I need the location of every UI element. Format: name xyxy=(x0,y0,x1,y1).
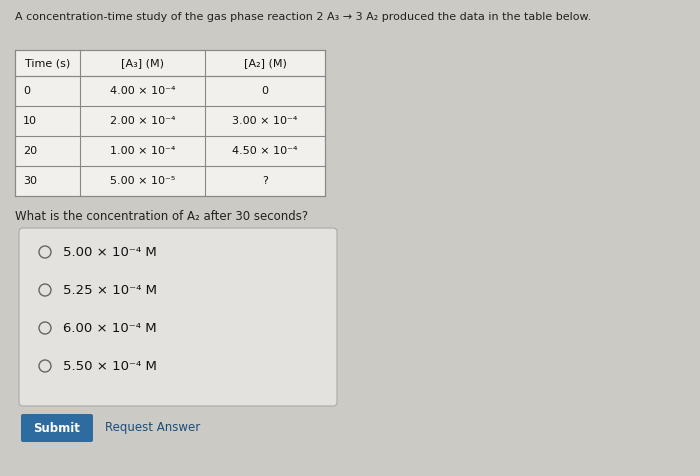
FancyBboxPatch shape xyxy=(19,228,337,406)
Text: 5.25 × 10⁻⁴ M: 5.25 × 10⁻⁴ M xyxy=(63,284,157,297)
FancyBboxPatch shape xyxy=(15,50,325,196)
Text: 0: 0 xyxy=(23,86,30,96)
Text: 2.00 × 10⁻⁴: 2.00 × 10⁻⁴ xyxy=(110,116,175,126)
Text: ?: ? xyxy=(262,176,268,186)
Text: 5.00 × 10⁻⁴ M: 5.00 × 10⁻⁴ M xyxy=(63,246,157,258)
Text: What is the concentration of A₂ after 30 seconds?: What is the concentration of A₂ after 30… xyxy=(15,210,308,223)
Text: 4.00 × 10⁻⁴: 4.00 × 10⁻⁴ xyxy=(110,86,175,96)
Text: 1.00 × 10⁻⁴: 1.00 × 10⁻⁴ xyxy=(110,146,175,156)
Text: [A₃] (M): [A₃] (M) xyxy=(121,58,164,68)
Text: 10: 10 xyxy=(23,116,37,126)
Text: 5.50 × 10⁻⁴ M: 5.50 × 10⁻⁴ M xyxy=(63,359,157,373)
Text: 5.00 × 10⁻⁵: 5.00 × 10⁻⁵ xyxy=(110,176,175,186)
Text: 3.00 × 10⁻⁴: 3.00 × 10⁻⁴ xyxy=(232,116,298,126)
Text: 0: 0 xyxy=(262,86,269,96)
Text: Request Answer: Request Answer xyxy=(105,422,200,435)
FancyBboxPatch shape xyxy=(21,414,93,442)
Text: Time (s): Time (s) xyxy=(25,58,70,68)
Text: [A₂] (M): [A₂] (M) xyxy=(244,58,286,68)
Text: Submit: Submit xyxy=(34,422,80,435)
Text: 20: 20 xyxy=(23,146,37,156)
Text: 30: 30 xyxy=(23,176,37,186)
Text: 6.00 × 10⁻⁴ M: 6.00 × 10⁻⁴ M xyxy=(63,321,157,335)
Text: A concentration-time study of the gas phase reaction 2 A₃ → 3 A₂ produced the da: A concentration-time study of the gas ph… xyxy=(15,12,592,22)
Text: 4.50 × 10⁻⁴: 4.50 × 10⁻⁴ xyxy=(232,146,298,156)
